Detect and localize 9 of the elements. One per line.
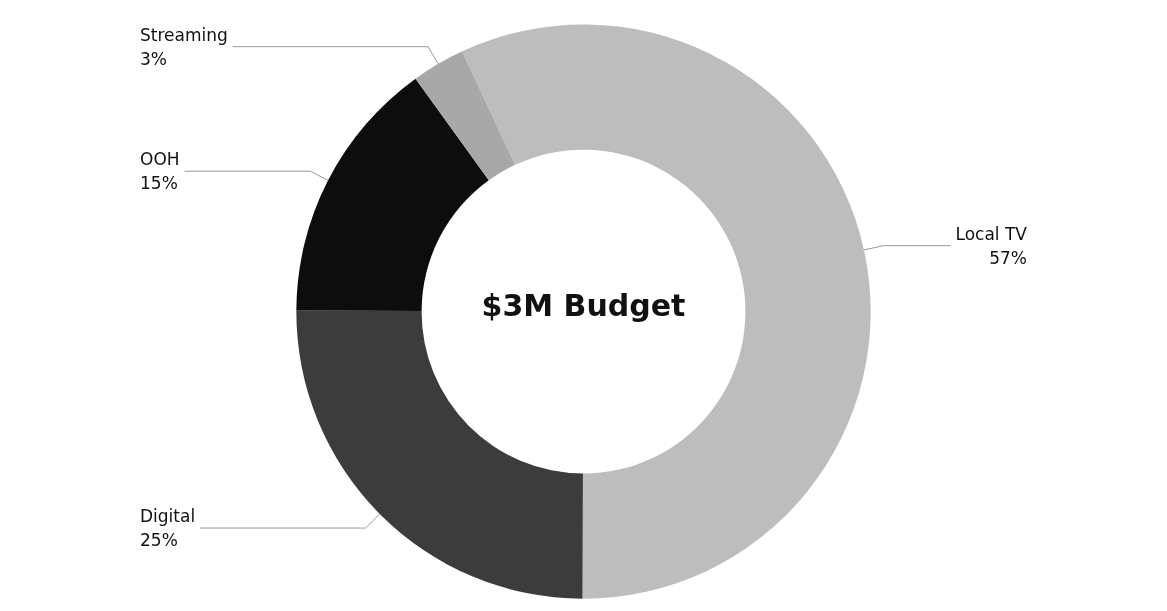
data-label: 15% xyxy=(140,173,178,194)
data-label: 25% xyxy=(140,530,178,551)
slice-label: OOH xyxy=(140,149,180,170)
slice-label: Streaming xyxy=(140,24,228,45)
slice-label: Digital xyxy=(140,506,196,527)
slice-label: Local TV xyxy=(955,223,1028,244)
data-label: 3% xyxy=(140,48,167,69)
data-label: 57% xyxy=(989,247,1027,268)
text: $3M Budget xyxy=(481,288,686,323)
